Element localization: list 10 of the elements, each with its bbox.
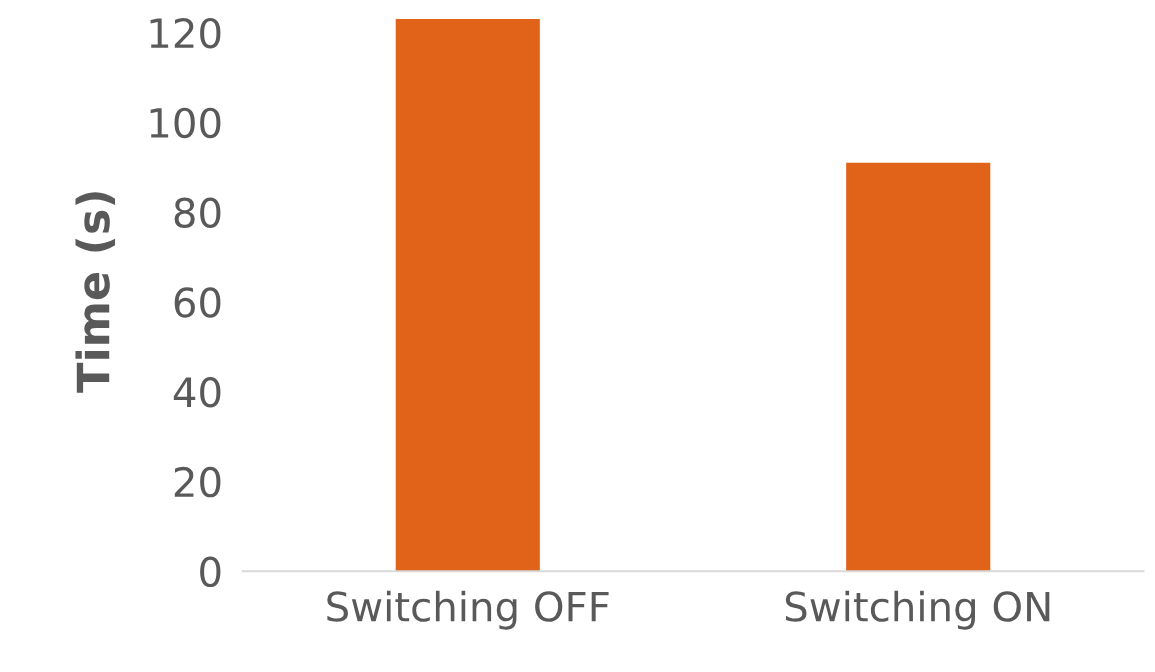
y-tick-label: 40 xyxy=(173,377,221,408)
y-tick-label: 100 xyxy=(150,107,221,139)
x-tick-label: Switching OFF xyxy=(327,590,609,630)
y-tick-label: 80 xyxy=(174,197,221,228)
y-tick-label: 20 xyxy=(174,466,221,498)
y-axis-title: Time (s) xyxy=(75,192,116,393)
y-tick-label: 60 xyxy=(174,287,221,318)
x-tick-label: Switching ON xyxy=(785,590,1050,630)
y-tick-label: 120 xyxy=(150,17,221,49)
y-tick-label: 0 xyxy=(200,556,221,588)
